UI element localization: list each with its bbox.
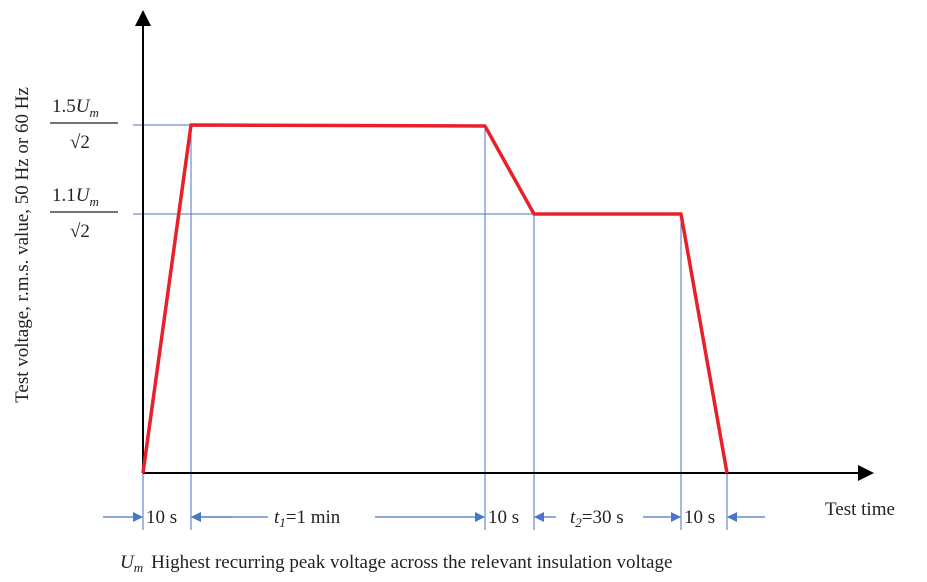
interval-label: 10 s — [684, 507, 715, 528]
level-label: 1.5Um √2 — [50, 96, 118, 153]
voltage-profile — [141, 123, 729, 474]
x-axis-label: Test time — [825, 499, 895, 520]
caption: Um Highest recurring peak voltage across … — [120, 552, 672, 575]
axes — [135, 10, 874, 481]
denominator: √2 — [70, 132, 90, 153]
guides — [133, 124, 728, 530]
interval-label: 10 s — [146, 507, 177, 528]
numerator: 1.5Um — [52, 96, 99, 120]
level-label: 1.1Um √2 — [50, 185, 118, 242]
interval-label: 10 s — [488, 507, 519, 528]
interval-label: t2=30 s — [570, 507, 624, 530]
numerator: 1.1Um — [52, 185, 99, 209]
interval-label: t1=1 min — [274, 507, 341, 530]
denominator: √2 — [70, 221, 90, 242]
y-axis-label: Test voltage, r.m.s. value, 50 Hz or 60 … — [12, 87, 33, 403]
